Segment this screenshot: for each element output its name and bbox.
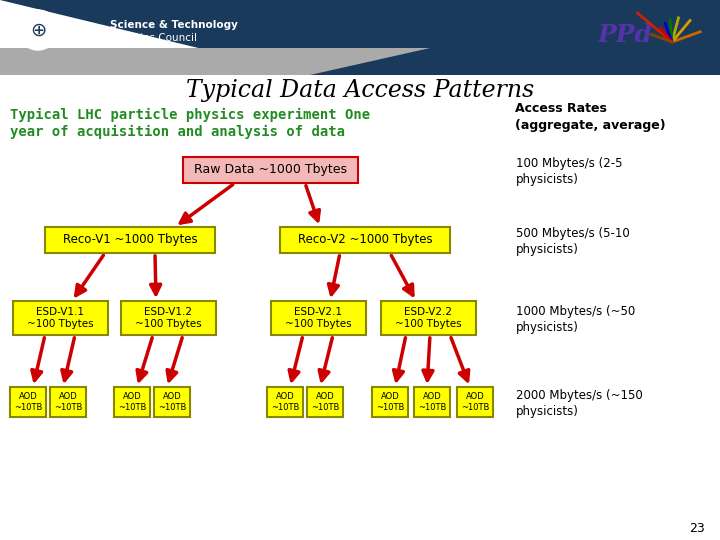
Text: Raw Data ~1000 Tbytes: Raw Data ~1000 Tbytes: [194, 164, 346, 177]
FancyBboxPatch shape: [414, 387, 450, 417]
FancyBboxPatch shape: [12, 301, 107, 335]
FancyBboxPatch shape: [271, 301, 366, 335]
FancyBboxPatch shape: [267, 387, 303, 417]
Text: Reco-V1 ~1000 Tbytes: Reco-V1 ~1000 Tbytes: [63, 233, 197, 246]
Text: 2000 Mbytes/s (~150
physicists): 2000 Mbytes/s (~150 physicists): [516, 389, 643, 418]
Text: AOD
~10TB: AOD ~10TB: [311, 392, 339, 411]
FancyBboxPatch shape: [45, 227, 215, 253]
Text: 100 Mbytes/s (2-5
physicists): 100 Mbytes/s (2-5 physicists): [516, 158, 623, 186]
FancyBboxPatch shape: [10, 387, 46, 417]
Text: ESD-V2.2
~100 Tbytes: ESD-V2.2 ~100 Tbytes: [395, 307, 462, 329]
Text: ESD-V1.1
~100 Tbytes: ESD-V1.1 ~100 Tbytes: [27, 307, 94, 329]
Text: PPd: PPd: [598, 23, 652, 47]
Text: AOD
~10TB: AOD ~10TB: [158, 392, 186, 411]
Text: Science & Technology: Science & Technology: [110, 20, 238, 30]
FancyBboxPatch shape: [50, 387, 86, 417]
FancyBboxPatch shape: [182, 157, 358, 183]
Text: 1000 Mbytes/s (~50
physicists): 1000 Mbytes/s (~50 physicists): [516, 306, 635, 334]
Text: Typical Data Access Patterns: Typical Data Access Patterns: [186, 78, 534, 102]
Text: AOD
~10TB: AOD ~10TB: [14, 392, 42, 411]
FancyBboxPatch shape: [380, 301, 475, 335]
Text: AOD
~10TB: AOD ~10TB: [271, 392, 300, 411]
Text: ⊕: ⊕: [30, 21, 46, 39]
FancyBboxPatch shape: [280, 227, 450, 253]
FancyBboxPatch shape: [372, 387, 408, 417]
Text: Typical LHC particle physics experiment One: Typical LHC particle physics experiment …: [10, 108, 370, 122]
Text: ESD-V1.2
~100 Tbytes: ESD-V1.2 ~100 Tbytes: [135, 307, 202, 329]
Text: AOD
~10TB: AOD ~10TB: [118, 392, 146, 411]
FancyBboxPatch shape: [114, 387, 150, 417]
Polygon shape: [0, 0, 720, 75]
FancyBboxPatch shape: [457, 387, 493, 417]
Circle shape: [18, 10, 58, 50]
Bar: [0, 75, 720, 540]
Text: AOD
~10TB: AOD ~10TB: [418, 392, 446, 411]
FancyBboxPatch shape: [120, 301, 215, 335]
Polygon shape: [0, 48, 430, 75]
FancyBboxPatch shape: [307, 387, 343, 417]
Text: AOD
~10TB: AOD ~10TB: [54, 392, 82, 411]
Text: ESD-V2.1
~100 Tbytes: ESD-V2.1 ~100 Tbytes: [284, 307, 351, 329]
Text: 500 Mbytes/s (5-10
physicists): 500 Mbytes/s (5-10 physicists): [516, 227, 630, 256]
Text: 23: 23: [689, 522, 705, 535]
Text: AOD
~10TB: AOD ~10TB: [461, 392, 489, 411]
FancyBboxPatch shape: [154, 387, 190, 417]
Text: Reco-V2 ~1000 Tbytes: Reco-V2 ~1000 Tbytes: [297, 233, 432, 246]
Text: Access Rates
(aggregate, average): Access Rates (aggregate, average): [515, 102, 665, 132]
Text: Facilities Council: Facilities Council: [110, 33, 197, 43]
Text: AOD
~10TB: AOD ~10TB: [376, 392, 404, 411]
Text: year of acquisition and analysis of data: year of acquisition and analysis of data: [10, 125, 345, 139]
